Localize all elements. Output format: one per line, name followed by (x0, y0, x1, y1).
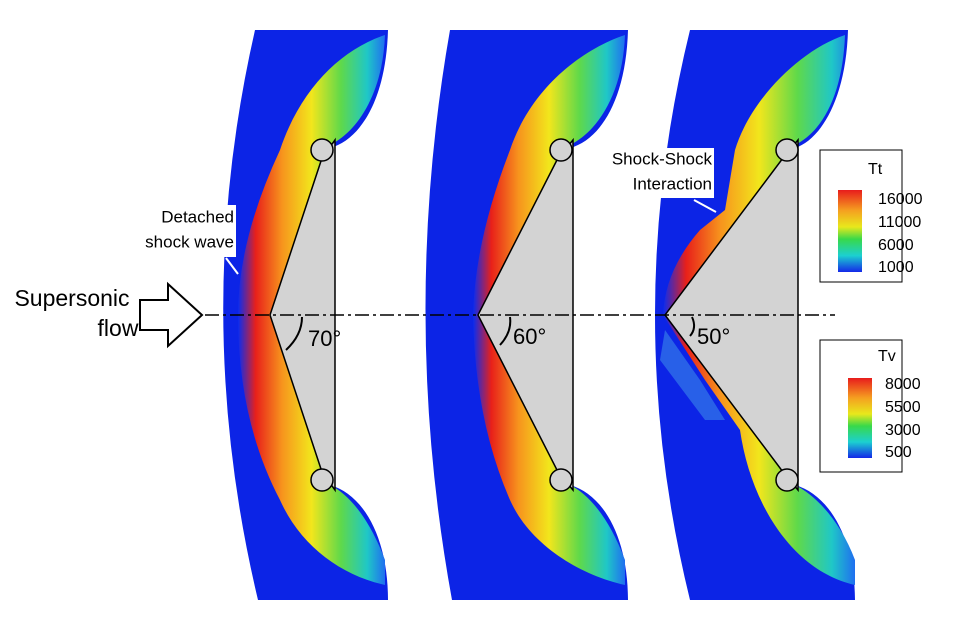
pointer (693, 199, 717, 213)
body-shoulder (310, 468, 334, 492)
shock-layer (238, 35, 385, 585)
angle-label: 50° (697, 324, 730, 349)
body-shoulder (775, 138, 799, 162)
color-bar (848, 378, 872, 458)
pointer (225, 257, 239, 275)
annotation: flow (98, 315, 139, 341)
legend-title: Tv (878, 348, 896, 365)
legend-label: 16000 (878, 191, 923, 208)
annotation: Interaction (633, 174, 712, 193)
label-box (578, 148, 714, 198)
shock-layer (663, 35, 855, 585)
body-shoulder (549, 138, 573, 162)
legend-label: 11000 (878, 214, 921, 231)
legend-label: 500 (885, 444, 912, 461)
angle-arc (499, 316, 512, 346)
body-shoulder (549, 468, 573, 492)
flow-arrow (139, 281, 204, 349)
legend-label: 3000 (885, 422, 921, 439)
legend-label: 1000 (878, 259, 914, 276)
legend-label: 8000 (885, 376, 921, 393)
label-box (108, 205, 236, 257)
angle-label: 60° (513, 324, 546, 349)
legend-title: Tt (868, 161, 883, 178)
body-shoulder (775, 468, 799, 492)
legend-label: 5500 (885, 399, 921, 416)
annotation: shock wave (145, 232, 234, 251)
shock-layer (473, 35, 625, 585)
annotation: Shock-Shock (612, 149, 713, 168)
annotation: Detached (161, 207, 234, 226)
angle-arc (689, 316, 696, 337)
body-shoulder (310, 138, 334, 162)
annotation: Supersonic (14, 285, 129, 311)
angle-label: 70° (308, 326, 341, 351)
color-bar (838, 190, 862, 272)
legend-label: 6000 (878, 237, 914, 254)
angle-arc (285, 316, 303, 351)
wake-region (660, 330, 725, 420)
